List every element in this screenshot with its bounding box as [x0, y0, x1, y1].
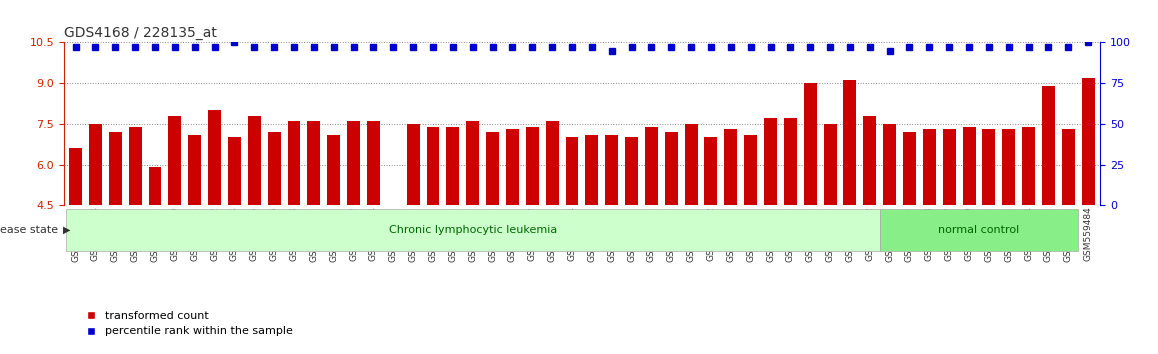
Bar: [545, 121, 558, 205]
Bar: [446, 127, 460, 205]
Bar: [943, 129, 955, 205]
Bar: [168, 116, 182, 205]
Text: Chronic lymphocytic leukemia: Chronic lymphocytic leukemia: [389, 225, 557, 235]
Bar: [1003, 129, 1016, 205]
Bar: [923, 129, 936, 205]
Bar: [1082, 78, 1094, 205]
Bar: [69, 148, 82, 205]
Bar: [784, 119, 797, 205]
Bar: [228, 137, 241, 205]
Bar: [625, 137, 638, 205]
Bar: [347, 121, 360, 205]
Bar: [823, 124, 836, 205]
Bar: [328, 135, 340, 205]
Bar: [684, 124, 697, 205]
Bar: [208, 110, 221, 205]
Bar: [864, 116, 877, 205]
Bar: [189, 135, 201, 205]
Bar: [287, 121, 300, 205]
Text: ▶: ▶: [63, 225, 69, 235]
Bar: [725, 129, 738, 205]
Bar: [426, 127, 439, 205]
Bar: [665, 132, 677, 205]
Bar: [267, 132, 280, 205]
Bar: [1023, 127, 1035, 205]
Bar: [526, 127, 538, 205]
Bar: [148, 167, 161, 205]
Bar: [645, 127, 658, 205]
Bar: [884, 124, 896, 205]
Bar: [982, 129, 996, 205]
Bar: [804, 83, 816, 205]
Bar: [704, 137, 718, 205]
Bar: [962, 127, 975, 205]
Bar: [248, 116, 261, 205]
Text: GDS4168 / 228135_at: GDS4168 / 228135_at: [64, 26, 217, 40]
Bar: [486, 132, 499, 205]
Bar: [406, 124, 419, 205]
Bar: [109, 132, 122, 205]
Bar: [1062, 129, 1075, 205]
Legend: transformed count, percentile rank within the sample: transformed count, percentile rank withi…: [75, 307, 298, 341]
Bar: [89, 124, 102, 205]
Bar: [586, 135, 599, 205]
Bar: [307, 121, 321, 205]
Text: normal control: normal control: [938, 225, 1019, 235]
Bar: [903, 132, 916, 205]
Bar: [129, 127, 141, 205]
Bar: [467, 121, 479, 205]
Bar: [606, 135, 618, 205]
Bar: [745, 135, 757, 205]
Bar: [1042, 86, 1055, 205]
Bar: [367, 121, 380, 205]
Bar: [764, 119, 777, 205]
Bar: [565, 137, 578, 205]
Text: disease state: disease state: [0, 225, 58, 235]
Bar: [506, 129, 519, 205]
Bar: [843, 80, 857, 205]
